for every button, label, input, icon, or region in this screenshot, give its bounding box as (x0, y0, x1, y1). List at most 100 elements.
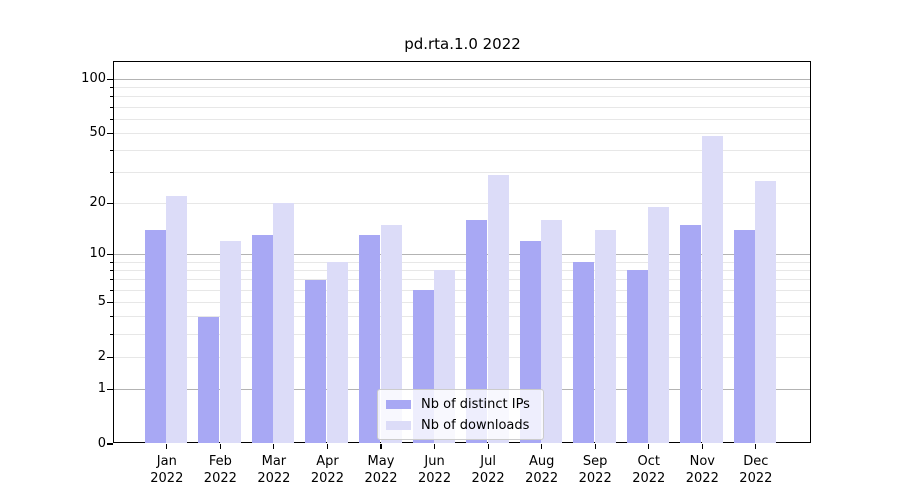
x-tick-mark (326, 444, 329, 449)
y-tick-mark-minor (110, 149, 113, 151)
y-tick-mark-minor (110, 269, 113, 271)
gridline-minor (114, 106, 810, 108)
gridline-minor (114, 301, 810, 303)
gridline-minor (114, 202, 810, 204)
gridline-minor (114, 132, 810, 134)
x-tick-label: Jul 2022 (471, 454, 505, 486)
x-tick-label: Jun 2022 (418, 454, 452, 486)
x-tick-label: Jan 2022 (150, 454, 184, 486)
legend-label: Nb of downloads (421, 417, 530, 433)
x-tick-label: Apr 2022 (310, 454, 344, 486)
gridline-minor (114, 149, 810, 151)
x-tick-label: Dec 2022 (739, 454, 773, 486)
legend-swatch-downloads (386, 420, 411, 430)
bar-downloads-nov (701, 136, 723, 443)
bar-downloads-dec (755, 180, 777, 443)
y-tick-mark-minor (110, 172, 113, 174)
y-tick-mark (107, 301, 113, 303)
bar-distinct-ips-jul (466, 220, 488, 443)
legend-item-distinct-ips: Nb of distinct IPs (378, 395, 543, 413)
y-tick-label: 20 (89, 195, 106, 211)
legend: Nb of distinct IPs Nb of downloads (377, 389, 544, 440)
bar-distinct-ips-feb (198, 316, 220, 443)
gridline-minor (114, 289, 810, 291)
x-tick-mark (541, 444, 543, 449)
y-tick-mark (107, 202, 113, 204)
bar-distinct-ips-nov (680, 224, 702, 443)
x-tick-label: May 2022 (364, 454, 398, 486)
y-tick-mark-minor (110, 96, 113, 98)
bar-downloads-feb (219, 241, 241, 443)
y-tick-mark (107, 253, 113, 256)
y-tick-mark (107, 356, 113, 358)
y-tick-label: 100 (81, 71, 106, 87)
bar-distinct-ips-jan (144, 229, 166, 443)
x-tick-mark (487, 444, 489, 449)
x-tick-mark (219, 444, 221, 449)
bar-distinct-ips-oct (626, 270, 648, 443)
gridline-minor (114, 96, 810, 98)
gridline-minor (114, 261, 810, 263)
y-tick-label: 0 (97, 436, 106, 451)
legend-label: Nb of distinct IPs (421, 396, 530, 412)
x-tick-label: Oct 2022 (632, 454, 666, 486)
bar-distinct-ips-mar (251, 235, 273, 443)
bar-downloads-oct (648, 207, 670, 443)
x-tick-mark (594, 444, 596, 449)
gridline-minor (114, 356, 810, 358)
bar-downloads-sep (594, 229, 616, 443)
legend-item-downloads: Nb of downloads (378, 416, 543, 434)
bar-downloads-may (380, 224, 402, 443)
y-tick-label: 5 (97, 294, 106, 310)
y-tick-label: 2 (97, 349, 106, 365)
y-tick-label: 50 (89, 125, 106, 141)
bar-downloads-aug (541, 220, 563, 443)
x-tick-mark (701, 444, 703, 449)
chart-title: pd.rta.1.0 2022 (404, 35, 521, 53)
y-tick-mark (107, 132, 113, 134)
x-tick-mark (166, 444, 168, 449)
y-tick-label: 10 (89, 246, 106, 262)
y-tick-mark-minor (110, 86, 113, 88)
x-tick-mark (273, 444, 275, 449)
bar-downloads-jul (487, 175, 509, 443)
x-tick-label: Mar 2022 (257, 454, 291, 486)
bar-downloads-jan (166, 196, 188, 443)
x-tick-label: Feb 2022 (203, 454, 237, 486)
y-tick-mark-minor (110, 279, 113, 281)
x-tick-mark (755, 444, 757, 449)
y-tick-mark-minor (110, 316, 113, 318)
gridline-minor (114, 172, 810, 174)
gridline-minor (114, 118, 810, 120)
x-tick-mark (380, 444, 382, 449)
y-tick-mark-minor (110, 333, 113, 335)
y-tick-mark-minor (110, 106, 113, 108)
y-tick-mark-minor (110, 118, 113, 120)
gridline-minor (114, 279, 810, 281)
x-tick-label: Sep 2022 (578, 454, 612, 486)
gridline-minor (114, 86, 810, 88)
gridline-major (114, 78, 810, 80)
y-tick-mark (107, 388, 113, 390)
x-tick-label: Aug 2022 (525, 454, 559, 486)
bar-distinct-ips-dec (733, 229, 755, 443)
y-tick-label: 1 (97, 381, 106, 397)
gridline-minor (114, 333, 810, 335)
y-tick-mark-minor (110, 261, 113, 263)
gridline-minor (114, 269, 810, 271)
gridline-minor (114, 316, 810, 318)
bar-distinct-ips-may (359, 235, 380, 443)
y-tick-mark (107, 443, 113, 445)
x-tick-mark (433, 444, 436, 449)
y-tick-mark (107, 78, 113, 80)
gridline-major (114, 253, 810, 255)
bar-distinct-ips-apr (305, 279, 327, 443)
legend-swatch-distinct-ips (386, 399, 411, 409)
bar-downloads-apr (326, 262, 348, 443)
y-tick-mark-minor (110, 289, 113, 291)
x-tick-mark (648, 444, 650, 449)
bar-distinct-ips-sep (573, 262, 595, 443)
x-tick-label: Nov 2022 (685, 454, 719, 486)
bar-downloads-mar (273, 203, 295, 443)
